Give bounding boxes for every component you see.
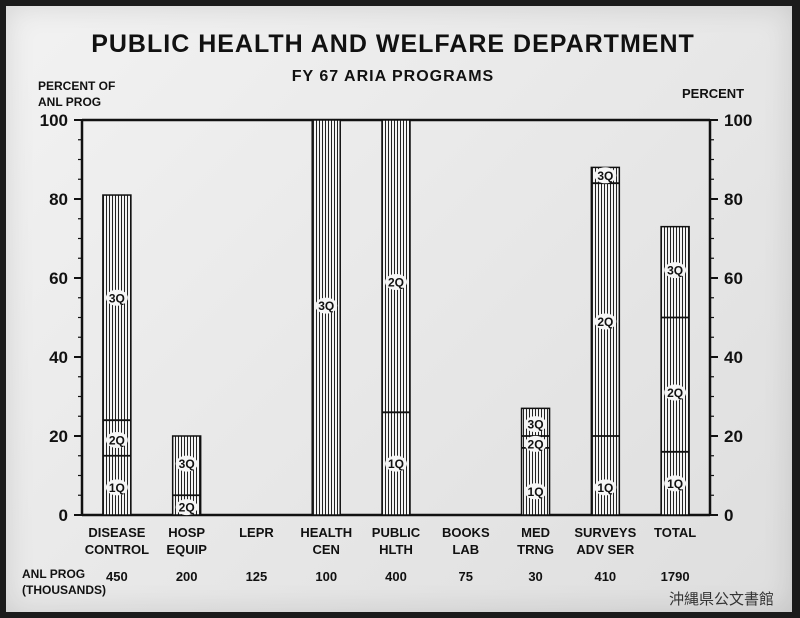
- quarter-label-bg: [385, 455, 407, 472]
- left-tick-label: 80: [49, 190, 68, 209]
- category-label: MED: [521, 525, 550, 540]
- category-label: DISEASE: [88, 525, 145, 540]
- archive-watermark: 沖縄県公文書館: [668, 591, 774, 608]
- y-axis-label-left: PERCENT OF ANL PROG: [38, 78, 115, 110]
- bar: [381, 119, 411, 516]
- quarter-label: 3Q: [528, 418, 544, 432]
- bar: [311, 119, 341, 516]
- anl-prog-value: 200: [176, 569, 198, 584]
- anl-prog-value: 400: [385, 569, 407, 584]
- category-label: EQUIP: [166, 542, 207, 557]
- quarter-label-bg: [524, 435, 547, 452]
- quarter-label: 3Q: [318, 299, 334, 313]
- quarter-label: 2Q: [667, 386, 683, 400]
- quarter-label-bg: [664, 384, 687, 401]
- quarter-label-bg: [524, 483, 547, 500]
- quarter-label-bg: [105, 431, 128, 448]
- quarter-label: 2Q: [528, 437, 544, 451]
- quarter-label-bg: [594, 479, 617, 496]
- quarter-label: 2Q: [179, 501, 195, 515]
- anl-prog-value: 450: [106, 569, 128, 584]
- left-tick-label: 20: [49, 427, 68, 446]
- quarter-label-bg: [175, 499, 198, 516]
- anl-prog-value: 100: [315, 569, 337, 584]
- category-label: SURVEYS: [574, 525, 636, 540]
- quarter-label-bg: [594, 313, 617, 330]
- quarter-label: 2Q: [388, 275, 404, 289]
- quarter-label-bg: [524, 416, 547, 433]
- chart-subtitle: FY 67 ARIA PROGRAMS: [291, 68, 495, 85]
- category-label: HEALTH: [300, 525, 352, 540]
- y-axis-label-left-line-2: ANL PROG: [38, 95, 102, 109]
- right-tick-label: 0: [724, 506, 733, 525]
- bar: [171, 435, 202, 516]
- right-tick-label: 100: [724, 111, 752, 130]
- quarter-label: 3Q: [667, 264, 683, 278]
- category-label: CEN: [312, 542, 339, 557]
- quarter-label: 3Q: [179, 457, 195, 471]
- bar: [102, 194, 132, 516]
- quarter-label: 1Q: [109, 481, 125, 495]
- category-label: ADV SER: [576, 542, 634, 557]
- right-tick-label: 20: [724, 427, 743, 446]
- anl-prog-value: 410: [594, 569, 616, 584]
- quarter-label-bg: [105, 479, 128, 496]
- quarter-label: 2Q: [109, 433, 125, 447]
- quarter-label: 3Q: [597, 169, 613, 183]
- category-label: LEPR: [239, 525, 274, 540]
- quarter-label-bg: [594, 167, 617, 184]
- quarter-label-bg: [385, 273, 407, 290]
- quarter-label: 3Q: [109, 291, 125, 305]
- left-tick-label: 100: [40, 111, 68, 130]
- anl-prog-value: 30: [528, 569, 542, 584]
- quarter-label-bg: [664, 475, 687, 492]
- anl-prog-row-label-line-1: ANL PROG: [22, 567, 86, 581]
- bar: [590, 166, 621, 516]
- quarter-label-bg: [315, 297, 338, 314]
- right-tick-label: 40: [724, 348, 743, 367]
- quarter-label: 2Q: [597, 315, 613, 329]
- right-tick-label: 80: [724, 190, 743, 209]
- quarter-label: 1Q: [388, 457, 404, 471]
- category-label: BOOKS: [442, 525, 490, 540]
- category-label: TOTAL: [654, 525, 696, 540]
- quarter-label: 1Q: [667, 477, 683, 491]
- y-axis-label-left-line-1: PERCENT OF: [38, 79, 116, 93]
- anl-prog-row-label-line-2: (THOUSANDS): [22, 583, 106, 597]
- anl-prog-value: 125: [246, 569, 268, 584]
- category-label: PUBLIC: [372, 525, 421, 540]
- left-tick-label: 40: [49, 348, 68, 367]
- quarter-label-bg: [105, 289, 128, 306]
- right-tick-label: 60: [724, 269, 743, 288]
- category-label: TRNG: [517, 542, 554, 557]
- quarter-label-bg: [664, 262, 687, 279]
- category-label: HLTH: [379, 542, 413, 557]
- anl-prog-value: 75: [459, 569, 473, 584]
- anl-prog-row-label: ANL PROG (THOUSANDS): [22, 566, 106, 598]
- quarter-label-bg: [175, 455, 198, 472]
- category-label: HOSP: [168, 525, 205, 540]
- category-label: CONTROL: [85, 542, 149, 557]
- category-label: LAB: [452, 542, 479, 557]
- chart-title: PUBLIC HEALTH AND WELFARE DEPARTMENT: [91, 30, 695, 58]
- anl-prog-value: 1790: [661, 569, 690, 584]
- quarter-label: 1Q: [597, 481, 613, 495]
- quarter-label: 1Q: [528, 485, 544, 499]
- left-tick-label: 0: [59, 506, 68, 525]
- left-tick-label: 60: [49, 269, 68, 288]
- y-axis-label-right: PERCENT: [682, 86, 745, 101]
